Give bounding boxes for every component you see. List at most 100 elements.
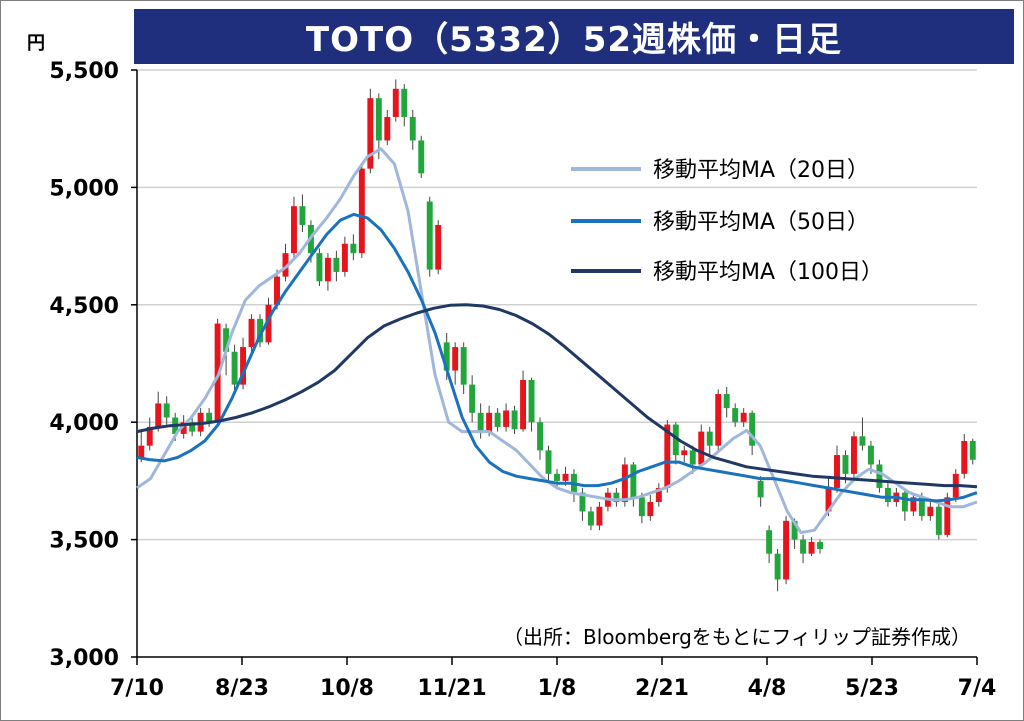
y-tick-label: 5,500	[49, 59, 119, 84]
candle-body	[537, 422, 543, 451]
candle-body	[274, 276, 280, 305]
candle-body	[384, 116, 391, 141]
candle-body	[961, 440, 968, 474]
candle-body	[867, 445, 874, 465]
candle-body	[409, 116, 416, 141]
candle-body	[672, 424, 679, 456]
candle-body	[545, 450, 552, 474]
candle-body	[757, 480, 764, 498]
candle-body	[901, 492, 908, 512]
candle-body	[503, 410, 510, 427]
y-axis-unit-label: 円	[27, 33, 45, 54]
x-tick-label: 2/21	[635, 676, 689, 701]
candle-body	[477, 412, 484, 432]
candle-body	[189, 422, 196, 432]
candle-body	[554, 473, 560, 481]
candle-body	[825, 487, 832, 512]
candle-body	[655, 487, 662, 503]
candle-body	[689, 450, 696, 465]
candle-body	[647, 502, 654, 517]
candle-body	[460, 347, 467, 385]
candle-body	[783, 520, 790, 580]
x-tick-label: 4/8	[748, 676, 787, 701]
candle-body	[418, 140, 425, 174]
ma-line-2	[136, 303, 978, 489]
candle-body	[740, 412, 747, 423]
candle-body	[240, 347, 247, 385]
candle-body	[494, 412, 501, 427]
candle-body	[800, 539, 807, 554]
x-tick-label: 7/4	[958, 676, 997, 701]
candle-body	[715, 394, 722, 446]
candle-body	[452, 347, 459, 371]
candle-body	[333, 257, 340, 272]
candle-body	[392, 88, 399, 117]
candle-body	[358, 168, 365, 254]
x-tick-label: 8/23	[215, 676, 269, 701]
candle-body	[299, 206, 306, 225]
x-tick-label: 11/21	[417, 676, 486, 701]
candle-body	[859, 436, 866, 446]
candle-body	[341, 243, 348, 272]
candle-body	[817, 541, 823, 549]
candle-body	[935, 506, 942, 535]
candle-body	[469, 384, 476, 413]
candle-body	[324, 257, 331, 282]
candle-body	[749, 412, 756, 446]
axes: 5,500 5,000 4,500 4,000 3,500 3,000 7/10 8/23 10…	[49, 59, 996, 701]
candle-body	[511, 410, 518, 430]
candle-body	[155, 403, 162, 427]
legend-label-ma20: 移動平均MA（20日）	[653, 158, 869, 183]
candle-body	[723, 394, 730, 409]
candle-body	[316, 253, 323, 282]
candle-body	[918, 497, 925, 517]
candle-body	[520, 379, 527, 430]
x-tick-label: 1/8	[538, 676, 577, 701]
candle-body	[248, 318, 255, 348]
candle-body	[732, 408, 739, 423]
candle-body	[206, 412, 213, 423]
candle-body	[884, 487, 891, 503]
candle-body	[681, 450, 688, 456]
candle-body	[350, 243, 357, 254]
moving-averages	[136, 147, 978, 535]
candle-body	[664, 424, 671, 488]
chart-title: TOTO（5332）52週株価・日足	[134, 9, 1014, 64]
candle-body	[265, 304, 272, 343]
candle-body	[876, 464, 883, 488]
ma-line-0	[136, 147, 978, 535]
y-tick-label: 3,500	[49, 529, 119, 554]
candle-body	[774, 553, 781, 580]
candle-body	[698, 431, 705, 465]
candle-body	[282, 253, 289, 277]
candle-body	[834, 455, 840, 488]
candle-body	[426, 201, 433, 270]
candle-body	[851, 436, 857, 474]
candle-body	[766, 530, 773, 554]
candle-body	[621, 464, 628, 503]
x-tick-label: 10/8	[320, 676, 374, 701]
source-note: （出所：Bloombergをもとにフィリップ証券作成）	[503, 625, 971, 649]
y-tick-label: 5,000	[49, 176, 119, 201]
legend-label-ma50: 移動平均MA（50日）	[653, 210, 869, 235]
legend: 移動平均MA（20日） 移動平均MA（50日） 移動平均MA（100日）	[571, 158, 883, 285]
candle-body	[927, 506, 934, 517]
candle-body	[613, 492, 620, 503]
candle-body	[910, 497, 917, 512]
candle-body	[969, 440, 976, 460]
y-tick-label: 3,000	[49, 646, 119, 671]
x-tick-label: 7/10	[110, 676, 164, 701]
candle-body	[180, 422, 187, 434]
candle-body	[163, 403, 170, 418]
candle-body	[587, 511, 594, 526]
candle-body	[367, 98, 374, 169]
ma-line-1	[136, 212, 978, 503]
candle-body	[706, 431, 713, 446]
candle-body	[791, 520, 798, 540]
candle-body	[138, 445, 145, 458]
grid-lines	[137, 69, 977, 541]
candle-body	[842, 455, 849, 474]
candle-body	[486, 412, 493, 432]
